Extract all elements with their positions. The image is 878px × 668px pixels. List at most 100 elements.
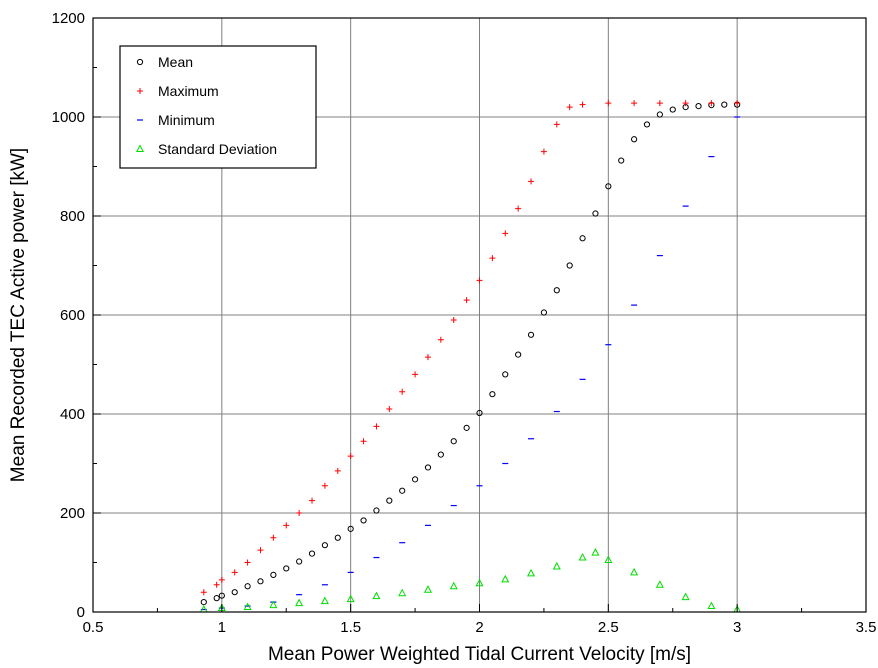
data-point	[630, 567, 639, 576]
data-point	[553, 287, 560, 294]
data-point	[218, 576, 225, 583]
data-point	[244, 559, 251, 566]
data-point	[618, 157, 625, 164]
data-point	[656, 100, 663, 107]
data-point	[283, 522, 290, 529]
data-point	[437, 451, 444, 458]
data-point	[655, 580, 664, 588]
data-point	[373, 507, 380, 514]
data-point	[399, 388, 406, 395]
legend-label: Maximum	[158, 83, 219, 99]
data-point	[449, 581, 458, 590]
data-point	[321, 482, 328, 489]
data-point	[257, 578, 264, 585]
data-point	[346, 594, 355, 603]
data-point	[501, 574, 510, 583]
data-point	[721, 101, 728, 108]
x-tick-label: 3.5	[856, 619, 877, 636]
data-point	[656, 111, 663, 118]
y-tick-label: 1200	[52, 10, 85, 27]
data-point	[450, 316, 457, 323]
legend-box	[119, 45, 317, 169]
data-point	[244, 583, 251, 590]
data-point	[591, 548, 600, 556]
data-point	[489, 391, 496, 398]
axes: 0.5 1 1.5 2 2.5 3 3.5 0 200 400 600 800 1000 1200	[52, 10, 877, 636]
data-point	[526, 568, 536, 577]
legend-marker	[135, 144, 145, 152]
data-point	[411, 476, 419, 483]
data-point	[296, 558, 303, 565]
data-point	[579, 101, 586, 108]
y-tick-label: 600	[60, 307, 85, 324]
data-point	[605, 100, 612, 107]
data-marks	[199, 100, 742, 613]
data-point	[213, 595, 220, 602]
x-tick-label: 3	[733, 619, 741, 636]
data-point	[231, 589, 238, 596]
series-mean	[200, 101, 741, 606]
data-point	[398, 588, 407, 597]
data-point	[200, 599, 207, 606]
data-point	[296, 510, 303, 516]
legend-marker	[137, 88, 143, 94]
data-point	[270, 571, 277, 578]
data-point	[360, 517, 367, 524]
data-point	[200, 589, 207, 596]
data-point	[489, 255, 496, 262]
data-point	[681, 592, 690, 601]
series-standard-deviation	[199, 548, 742, 613]
y-tick-label: 800	[60, 208, 85, 225]
x-axis-title: Mean Power Weighted Tidal Current Veloci…	[268, 644, 691, 665]
data-point	[734, 100, 741, 107]
data-point	[424, 464, 432, 471]
data-point	[540, 148, 547, 155]
data-point	[270, 534, 277, 541]
data-point	[476, 277, 483, 284]
data-point	[347, 525, 354, 532]
legend-marker	[136, 58, 144, 66]
data-point	[553, 121, 560, 128]
data-point	[295, 598, 304, 607]
x-tick-label: 1.5	[340, 619, 361, 636]
data-point	[399, 487, 406, 494]
data-point	[695, 103, 702, 110]
data-point	[424, 354, 431, 361]
data-point	[528, 178, 535, 185]
data-point	[412, 371, 419, 378]
data-point	[566, 104, 573, 111]
data-point	[502, 230, 509, 237]
data-point	[372, 591, 381, 600]
data-point	[463, 297, 470, 304]
data-point	[552, 561, 561, 570]
data-point	[321, 542, 328, 549]
y-tick-label: 400	[60, 406, 85, 423]
data-point	[475, 578, 484, 587]
series-maximum	[200, 100, 741, 596]
x-tick-label: 0.5	[83, 619, 104, 636]
data-point	[309, 497, 316, 504]
data-point	[308, 550, 316, 557]
legend-label: Mean	[158, 54, 193, 70]
data-point	[450, 438, 457, 445]
data-point	[218, 592, 225, 599]
data-point	[515, 351, 522, 358]
data-point	[437, 336, 444, 343]
data-point	[243, 602, 252, 611]
data-point	[231, 569, 238, 576]
data-point	[515, 205, 522, 212]
y-axis-title: Mean Recorded TEC Active power [kW]	[8, 148, 29, 482]
data-point	[463, 424, 470, 431]
data-point	[605, 183, 612, 190]
y-tick-label: 1000	[52, 109, 85, 126]
data-point	[578, 552, 587, 561]
data-point	[579, 235, 586, 242]
data-point	[527, 331, 535, 338]
data-point	[373, 423, 380, 430]
data-point	[334, 467, 341, 474]
legend-label: Standard Deviation	[158, 141, 277, 157]
data-point	[631, 100, 638, 107]
x-tick-label: 1	[218, 619, 226, 636]
data-point	[347, 453, 354, 460]
